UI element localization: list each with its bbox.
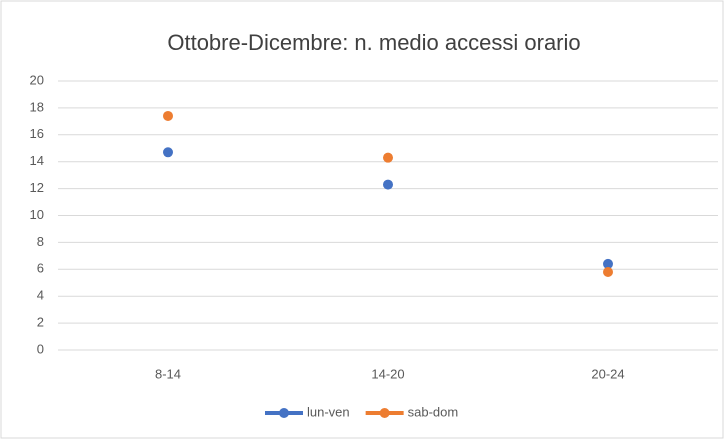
y-tick-label: 10 — [30, 207, 44, 222]
x-tick-label: 20-24 — [591, 366, 624, 381]
chart-title: Ottobre-Dicembre: n. medio accessi orari… — [167, 30, 580, 55]
y-tick-label: 18 — [30, 99, 44, 114]
y-tick-label: 12 — [30, 180, 44, 195]
y-tick-label: 14 — [30, 153, 44, 168]
x-tick-label: 8-14 — [155, 366, 181, 381]
y-tick-label: 6 — [37, 261, 44, 276]
data-point — [603, 266, 613, 277]
y-tick-label: 0 — [37, 341, 44, 356]
legend-label: sab-dom — [408, 404, 459, 419]
y-tick-label: 20 — [30, 72, 44, 87]
legend-marker — [279, 408, 289, 418]
data-point — [383, 179, 393, 190]
legend-label: lun-ven — [307, 404, 350, 419]
y-tick-label: 4 — [37, 288, 44, 303]
data-point — [163, 147, 173, 158]
data-point — [383, 152, 393, 163]
legend-marker — [379, 408, 390, 418]
y-tick-label: 8 — [37, 234, 44, 249]
data-point — [603, 258, 613, 269]
y-tick-label: 2 — [37, 315, 44, 330]
x-tick-label: 14-20 — [371, 366, 404, 381]
data-point — [163, 110, 173, 121]
y-tick-label: 16 — [30, 126, 44, 141]
